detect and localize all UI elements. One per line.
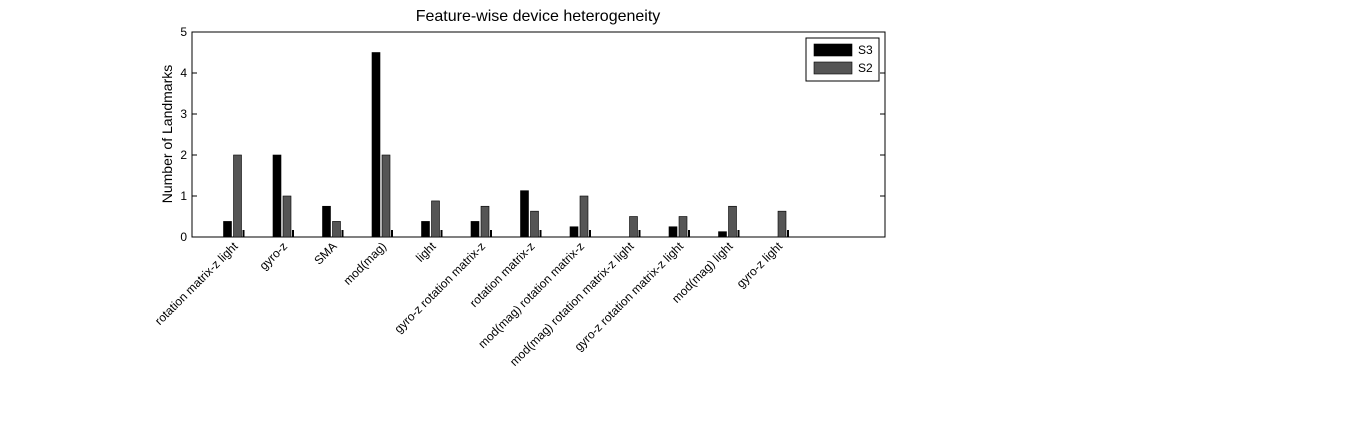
y-tick-label: 0 — [180, 230, 187, 244]
bar-s2 — [282, 195, 292, 238]
chart-title: Feature-wise device heterogeneity — [416, 8, 661, 25]
bar-marker — [688, 230, 690, 237]
bar-s2 — [332, 221, 341, 238]
bar-s2 — [381, 154, 391, 238]
bar-s2 — [480, 205, 490, 238]
legend-label: S2 — [858, 61, 873, 75]
bar-s3 — [569, 226, 579, 238]
x-tick-label: gyro-z rotation matrix-z — [391, 239, 488, 336]
bar-s2 — [233, 154, 242, 238]
bar-marker — [341, 230, 344, 237]
x-tick-label: light — [413, 239, 439, 265]
x-tick-label: gyro-z — [257, 239, 290, 272]
legend-swatch — [813, 43, 853, 57]
plot-area: 0 1 2 3 4 5 rotation matrix-z light gyro-z SMA mo… — [152, 25, 886, 369]
bar-s3 — [718, 231, 727, 238]
bar-s2 — [431, 200, 440, 238]
legend-swatch — [813, 61, 853, 75]
x-tick-label: rotation matrix-z light — [152, 239, 241, 328]
bar-marker — [539, 230, 542, 237]
bar-s3 — [322, 205, 331, 238]
bar-s2 — [678, 216, 688, 238]
bar-marker — [242, 230, 245, 237]
bar-marker — [589, 230, 591, 237]
bar-s2 — [629, 216, 638, 238]
bar-marker — [638, 230, 641, 237]
bar-s3 — [668, 226, 678, 238]
bar-marker — [292, 230, 294, 237]
y-tick-label: 4 — [180, 66, 187, 80]
bar-marker — [440, 230, 443, 237]
y-tick-label: 5 — [180, 25, 187, 39]
bar-s3 — [520, 190, 529, 238]
y-axis-label: Number of Landmarks — [159, 65, 175, 204]
bar-s3 — [470, 221, 480, 238]
bar-s2 — [530, 210, 539, 238]
bar-s3 — [421, 221, 430, 238]
bar-marker — [737, 230, 740, 237]
bar-s2 — [579, 195, 589, 238]
y-tick-label: 2 — [180, 148, 187, 162]
x-tick-label: SMA — [311, 239, 339, 267]
y-tick-label: 3 — [180, 107, 187, 121]
y-tick-label: 1 — [180, 189, 187, 203]
bar-s2 — [728, 205, 737, 238]
bar-marker — [391, 230, 393, 237]
bar-marker — [787, 230, 789, 237]
x-tick-label: gyro-z light — [734, 239, 786, 291]
bar-s2 — [777, 210, 787, 238]
x-tick-label: mod(mag) — [341, 239, 390, 288]
axes-box — [191, 31, 886, 238]
bar-marker — [490, 230, 492, 237]
legend-label: S3 — [858, 43, 873, 57]
bar-s3 — [223, 221, 232, 238]
bar-s3 — [371, 52, 381, 238]
bar-s3 — [272, 154, 282, 238]
